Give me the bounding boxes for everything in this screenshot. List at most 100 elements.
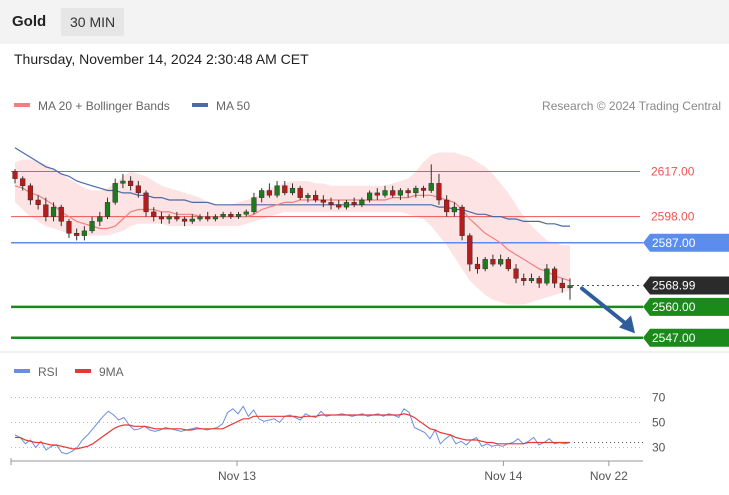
candle-body xyxy=(66,221,72,234)
ma50-line xyxy=(14,147,570,227)
candle-body xyxy=(174,216,180,220)
candlesticks xyxy=(12,164,573,300)
candle-body xyxy=(81,230,87,236)
candle xyxy=(544,264,550,286)
rsi-tick-50: 50 xyxy=(652,416,666,430)
candle-body xyxy=(390,190,396,196)
rsi-legend: RSI 9MA xyxy=(14,365,124,379)
candle-body xyxy=(143,192,149,213)
x-tick-label: Nov 22 xyxy=(590,469,628,483)
rsi-ma-line xyxy=(15,413,570,450)
candle xyxy=(97,211,103,227)
candle xyxy=(128,176,134,191)
price-legend: MA 20 + Bollinger Bands MA 50 xyxy=(14,99,250,113)
candle xyxy=(451,202,457,217)
candle xyxy=(166,214,172,224)
candle xyxy=(444,195,450,217)
x-tick-label: Nov 14 xyxy=(484,469,522,483)
forecast-arrow xyxy=(580,286,635,334)
candle-body xyxy=(444,199,450,213)
candle xyxy=(436,173,442,205)
candle xyxy=(266,183,272,198)
candle-body xyxy=(413,187,419,194)
candle-body xyxy=(351,202,357,205)
candle xyxy=(459,204,465,241)
legend-9ma-label: 9MA xyxy=(99,365,124,379)
candle-body xyxy=(474,263,481,270)
candle-body xyxy=(320,199,326,203)
candle-body xyxy=(482,259,488,270)
candle xyxy=(498,254,504,267)
candle xyxy=(174,211,180,222)
timestamp: Thursday, November 14, 2024 2:30:48 AM C… xyxy=(14,51,309,67)
candle-body xyxy=(251,197,257,213)
candle xyxy=(536,276,542,288)
x-axis: Nov 13 Nov 14 Nov 22 xyxy=(10,458,643,483)
candle-body xyxy=(305,195,311,198)
candle-body xyxy=(536,278,542,284)
candle xyxy=(374,188,380,200)
candle xyxy=(336,200,342,210)
candle xyxy=(274,181,280,198)
candle xyxy=(490,254,496,267)
candle-body xyxy=(12,171,18,179)
candle-body xyxy=(50,206,57,217)
candle xyxy=(297,185,303,200)
level-badge-2587.00 xyxy=(643,233,729,252)
candle-body xyxy=(104,202,111,217)
candle-body xyxy=(336,204,342,208)
x-tick-label: Nov 13 xyxy=(218,469,256,483)
timeframe-badge[interactable]: 30 MIN xyxy=(61,8,125,36)
candle xyxy=(513,264,519,284)
candle-body xyxy=(513,268,519,279)
candle xyxy=(181,216,188,227)
candle xyxy=(305,192,311,203)
candle xyxy=(551,266,558,288)
level-label-2617.00: 2617.00 xyxy=(651,165,695,179)
rsi-panel: 70 50 30 xyxy=(11,391,666,455)
level-label-2587.00: 2587.00 xyxy=(652,236,696,250)
candle xyxy=(420,185,427,198)
candle xyxy=(243,209,249,217)
candle xyxy=(359,197,365,208)
candle-body xyxy=(382,190,388,196)
candle xyxy=(158,211,165,224)
candle xyxy=(328,197,334,210)
candle xyxy=(289,183,296,196)
candle xyxy=(474,257,481,274)
candle-body xyxy=(544,268,550,284)
candle xyxy=(228,211,234,219)
legend-ma20-label: MA 20 + Bollinger Bands xyxy=(38,99,170,113)
candle xyxy=(413,185,419,198)
candle xyxy=(259,188,265,203)
candle-body xyxy=(467,235,473,265)
candle xyxy=(212,214,219,222)
rsi-tick-30: 30 xyxy=(652,441,666,455)
candle-body xyxy=(451,206,457,213)
instrument-title: Gold xyxy=(12,13,47,30)
candle xyxy=(120,173,126,189)
candle xyxy=(20,176,26,191)
candle xyxy=(12,169,18,184)
candle-body xyxy=(366,192,373,201)
candle xyxy=(143,190,149,217)
candle xyxy=(135,181,141,198)
candle xyxy=(482,257,488,272)
candle-body xyxy=(521,278,527,281)
candle-body xyxy=(428,183,434,191)
candle-body xyxy=(313,195,319,201)
level-badge-2547.00 xyxy=(643,328,729,347)
legend-ma50-swatch xyxy=(192,103,208,107)
candle xyxy=(505,257,511,272)
candle xyxy=(104,197,111,219)
candle-body xyxy=(20,178,26,186)
candle xyxy=(397,188,404,200)
candle-body xyxy=(459,206,465,236)
candle-body xyxy=(74,233,80,236)
candle-body xyxy=(128,180,134,186)
candle-body xyxy=(112,183,118,203)
candle-body xyxy=(490,259,496,265)
candle-body xyxy=(551,268,558,284)
level-label-2547.00: 2547.00 xyxy=(652,331,696,345)
